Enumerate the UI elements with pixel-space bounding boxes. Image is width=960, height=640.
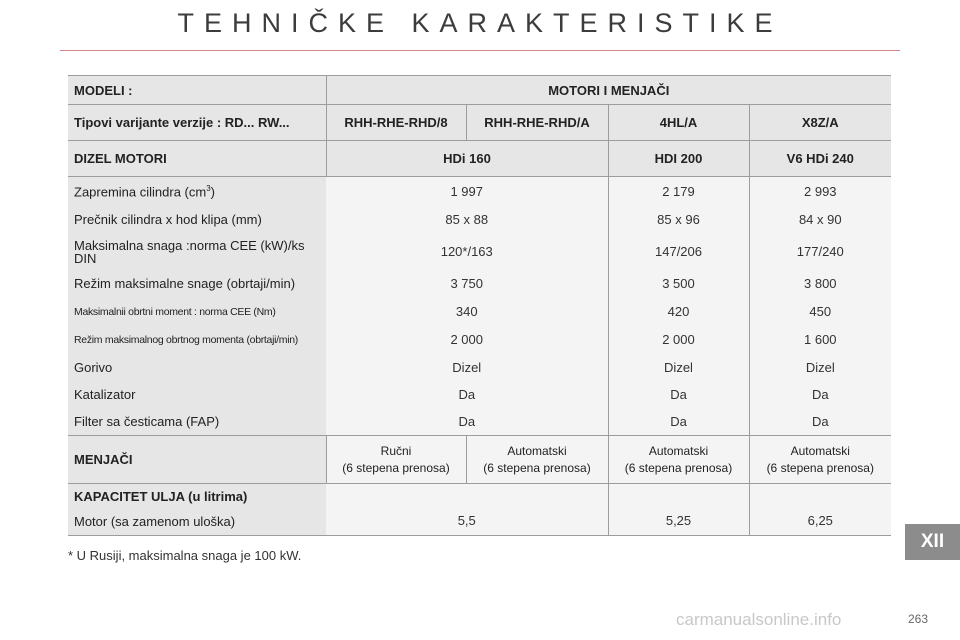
gearbox-cell: Automatski (6 stepena prenosa) [465, 435, 608, 484]
engines-gearboxes-header: MOTORI I MENJAČI [325, 75, 892, 105]
engines-row: DIZEL MOTORI HDi 160 HDI 200 V6 HDi 240 [68, 140, 892, 177]
table-row: Režim maksimalne snage (obrtaji/min) 3 7… [68, 269, 892, 298]
variant-cell: RHH-RHE-RHD/8 [325, 104, 466, 141]
value-cell: Da [607, 407, 749, 436]
gearbox-cell: Automatski (6 stepena prenosa) [607, 435, 749, 484]
value-cell: Da [748, 380, 892, 408]
table-row: Filter sa česticama (FAP) Da Da Da [68, 407, 892, 436]
engine-cell: V6 HDi 240 [748, 140, 892, 177]
gearbox-label: MENJAČI [68, 435, 326, 484]
variants-label: Tipovi varijante verzije : RD... RW... [68, 104, 326, 141]
gearbox-row: MENJAČI Ručni (6 stepena prenosa) Automat… [68, 435, 892, 484]
row-label: Motor (sa zamenom uloška) [68, 508, 326, 536]
table-row: Gorivo Dizel Dizel Dizel [68, 353, 892, 381]
row-label: Režim maksimalnog obrtnog momenta (obrta… [68, 325, 326, 354]
variant-cell: 4HL/A [607, 104, 749, 141]
oil-row: Motor (sa zamenom uloška) [68, 508, 891, 536]
row-label: Režim maksimalne snage (obrtaji/min) [68, 269, 326, 298]
row-label: Prečnik cilindra x hod klipa (mm) [68, 205, 326, 234]
value-cell: 340 [326, 297, 608, 326]
oil-value-cell: 5,5 [326, 483, 608, 536]
gearbox-cell: Ručni (6 stepena prenosa) [325, 435, 466, 484]
value-cell: Da [607, 380, 749, 408]
table-row: Prečnik cilindra x hod klipa (mm) 85 x 8… [68, 205, 892, 234]
row-label: Zapremina cilindra (cm3) [68, 176, 326, 206]
value-cell: Dizel [326, 353, 608, 381]
page-number: 263 [908, 612, 929, 626]
value-cell: 85 x 96 [607, 205, 749, 234]
value-cell: 2 993 [748, 176, 892, 206]
chapter-tab[interactable]: XII [905, 524, 960, 560]
title-divider [60, 50, 900, 51]
value-cell: Da [326, 380, 608, 408]
value-cell: 147/206 [607, 233, 749, 270]
header-row: MODELI : MOTORI I MENJAČI [68, 75, 892, 105]
table-row: Katalizator Da Da Da [68, 380, 892, 408]
variant-cell: RHH-RHE-RHD/A [465, 104, 608, 141]
spec-table: MODELI : MOTORI I MENJAČI Tipovi varijan… [68, 75, 892, 536]
table-row: Zapremina cilindra (cm3) 1 997 2 179 2 9… [68, 176, 892, 206]
value-cell: 3 750 [326, 269, 608, 298]
oil-value-cell: 6,25 [748, 483, 892, 536]
value-cell: 420 [607, 297, 749, 326]
engine-cell: HDI 200 [607, 140, 749, 177]
variant-cell: X8Z/A [748, 104, 892, 141]
oil-header-row: KAPACITET ULJA (u litrima) 5,5 5,25 6,25 [68, 483, 892, 536]
oil-value-cell: 5,25 [607, 483, 749, 536]
row-label: Filter sa česticama (FAP) [68, 407, 326, 436]
value-cell: 3 500 [607, 269, 749, 298]
value-cell: 84 x 90 [748, 205, 892, 234]
row-label: Maksimalna snaga :norma CEE (kW)/ks DIN [68, 233, 326, 270]
value-cell: Dizel [607, 353, 749, 381]
variants-row: Tipovi varijante verzije : RD... RW... R… [68, 104, 892, 141]
value-cell: Da [748, 407, 892, 436]
value-cell: Dizel [748, 353, 892, 381]
value-cell: 2 000 [326, 325, 608, 354]
oil-capacity-label: KAPACITET ULJA (u litrima) [68, 483, 326, 509]
table-row: Maksimalna snaga :norma CEE (kW)/ks DIN … [68, 233, 892, 270]
table-row: Režim maksimalnog obrtnog momenta (obrta… [68, 325, 892, 354]
value-cell: 3 800 [748, 269, 892, 298]
engine-cell: HDi 160 [325, 140, 608, 177]
table-row: Maksimalnii obrtni moment : norma CEE (N… [68, 297, 892, 326]
page-title: TEHNIČKE KARAKTERISTIKE [177, 8, 783, 38]
row-label: Katalizator [68, 380, 326, 408]
footnote: * U Rusiji, maksimalna snaga je 100 kW. [68, 548, 302, 563]
row-label: Gorivo [68, 353, 326, 381]
gearbox-cell: Automatski (6 stepena prenosa) [748, 435, 892, 484]
watermark: carmanualsonline.info [676, 610, 842, 629]
value-cell: 177/240 [748, 233, 892, 270]
engines-label: DIZEL MOTORI [68, 140, 326, 177]
value-cell: 2 000 [607, 325, 749, 354]
row-label: Maksimalnii obrtni moment : norma CEE (N… [68, 297, 326, 326]
value-cell: 2 179 [607, 176, 749, 206]
value-cell: Da [326, 407, 608, 436]
value-cell: 85 x 88 [326, 205, 608, 234]
value-cell: 1 997 [326, 176, 608, 206]
value-cell: 120*/163 [326, 233, 608, 270]
value-cell: 450 [748, 297, 892, 326]
models-header: MODELI : [68, 75, 326, 105]
value-cell: 1 600 [748, 325, 892, 354]
